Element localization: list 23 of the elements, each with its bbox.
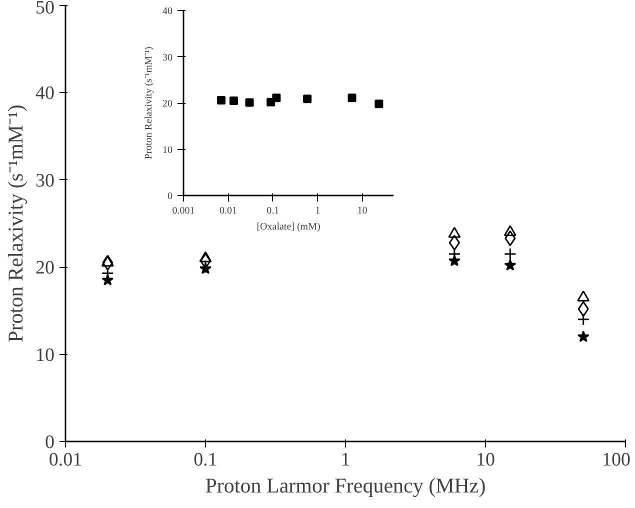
y-tick-label: 40 — [36, 83, 54, 104]
x-tick-label: 0.1 — [194, 450, 218, 470]
x-tick-label: 100 — [602, 450, 630, 470]
y-tick-label: 40 — [162, 6, 172, 17]
y-tick-label: 20 — [36, 258, 54, 279]
y-tick-label: 30 — [36, 170, 54, 192]
y-tick-label: 50 — [36, 0, 54, 18]
x-tick-label: 1 — [340, 450, 350, 470]
x-axis-title: [Oxalate] (mM) — [256, 222, 320, 232]
x-tick-label: 0.001 — [172, 206, 195, 216]
x-tick-label: 10 — [357, 206, 368, 216]
y-tick-label: 10 — [36, 344, 54, 366]
x-axis-title: Proton Larmor Frequency (MHz) — [205, 474, 486, 498]
x-tick-label: 0.01 — [219, 206, 237, 216]
x-tick-label: 10 — [476, 450, 495, 470]
x-tick-label: 1 — [315, 206, 320, 216]
y-tick-label: 10 — [162, 144, 172, 156]
y-axis-title: Proton Relaxivity (s⁻¹mM⁻¹) — [4, 104, 28, 342]
y-axis-title: Proton Relaxivity (s⁻¹mM⁻¹) — [144, 46, 154, 160]
y-tick-label: 20 — [162, 98, 172, 110]
y-tick-label: 0 — [168, 191, 172, 202]
y-tick-label: 30 — [162, 52, 172, 64]
x-tick-label: 0.1 — [266, 206, 280, 216]
